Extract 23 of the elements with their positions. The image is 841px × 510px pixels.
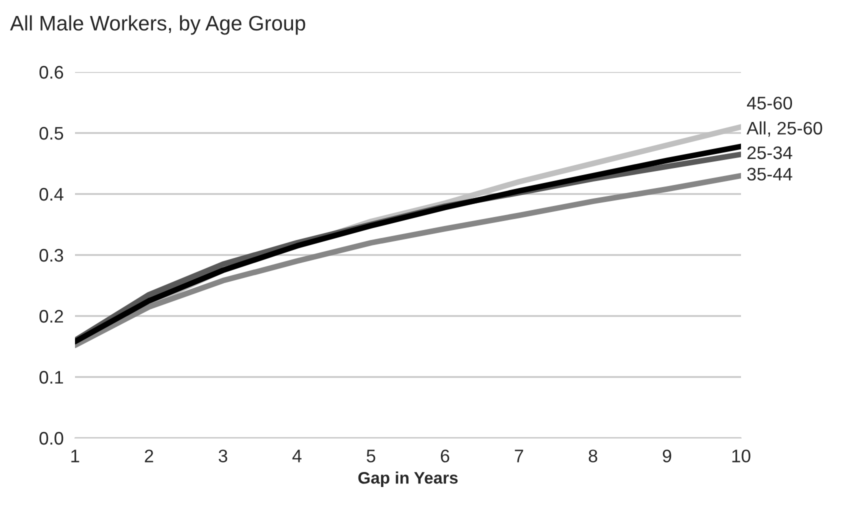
x-tick-label: 5: [366, 450, 376, 462]
x-tick-label: 1: [71, 450, 80, 462]
y-tick-label: 0.0: [39, 432, 64, 445]
x-tick-label: 9: [662, 450, 672, 462]
series-label: 35-44: [747, 168, 792, 181]
y-tick-label: 0.5: [39, 126, 64, 140]
x-axis-title: Gap in Years: [358, 472, 458, 488]
x-tick-label: 7: [514, 450, 524, 462]
x-tick-label: 4: [292, 450, 302, 462]
series-label: 25-34: [747, 146, 792, 160]
chart-title: All Male Workers, by Age Group: [10, 15, 306, 35]
x-tick-label: 8: [588, 450, 598, 462]
x-tick-label: 6: [440, 450, 450, 462]
x-tick-label: 10: [732, 450, 750, 462]
y-tick-label: 0.1: [39, 370, 64, 384]
x-tick-label: 3: [218, 450, 228, 462]
y-tick-label: 0.3: [39, 248, 64, 262]
x-tick-label: 2: [144, 450, 154, 462]
series-label: All, 25-60: [746, 121, 822, 137]
y-tick-label: 0.2: [39, 310, 63, 323]
series-label: 45-60: [746, 96, 792, 110]
y-tick-label: 0.6: [39, 66, 64, 79]
y-tick-label: 0.4: [39, 188, 64, 201]
